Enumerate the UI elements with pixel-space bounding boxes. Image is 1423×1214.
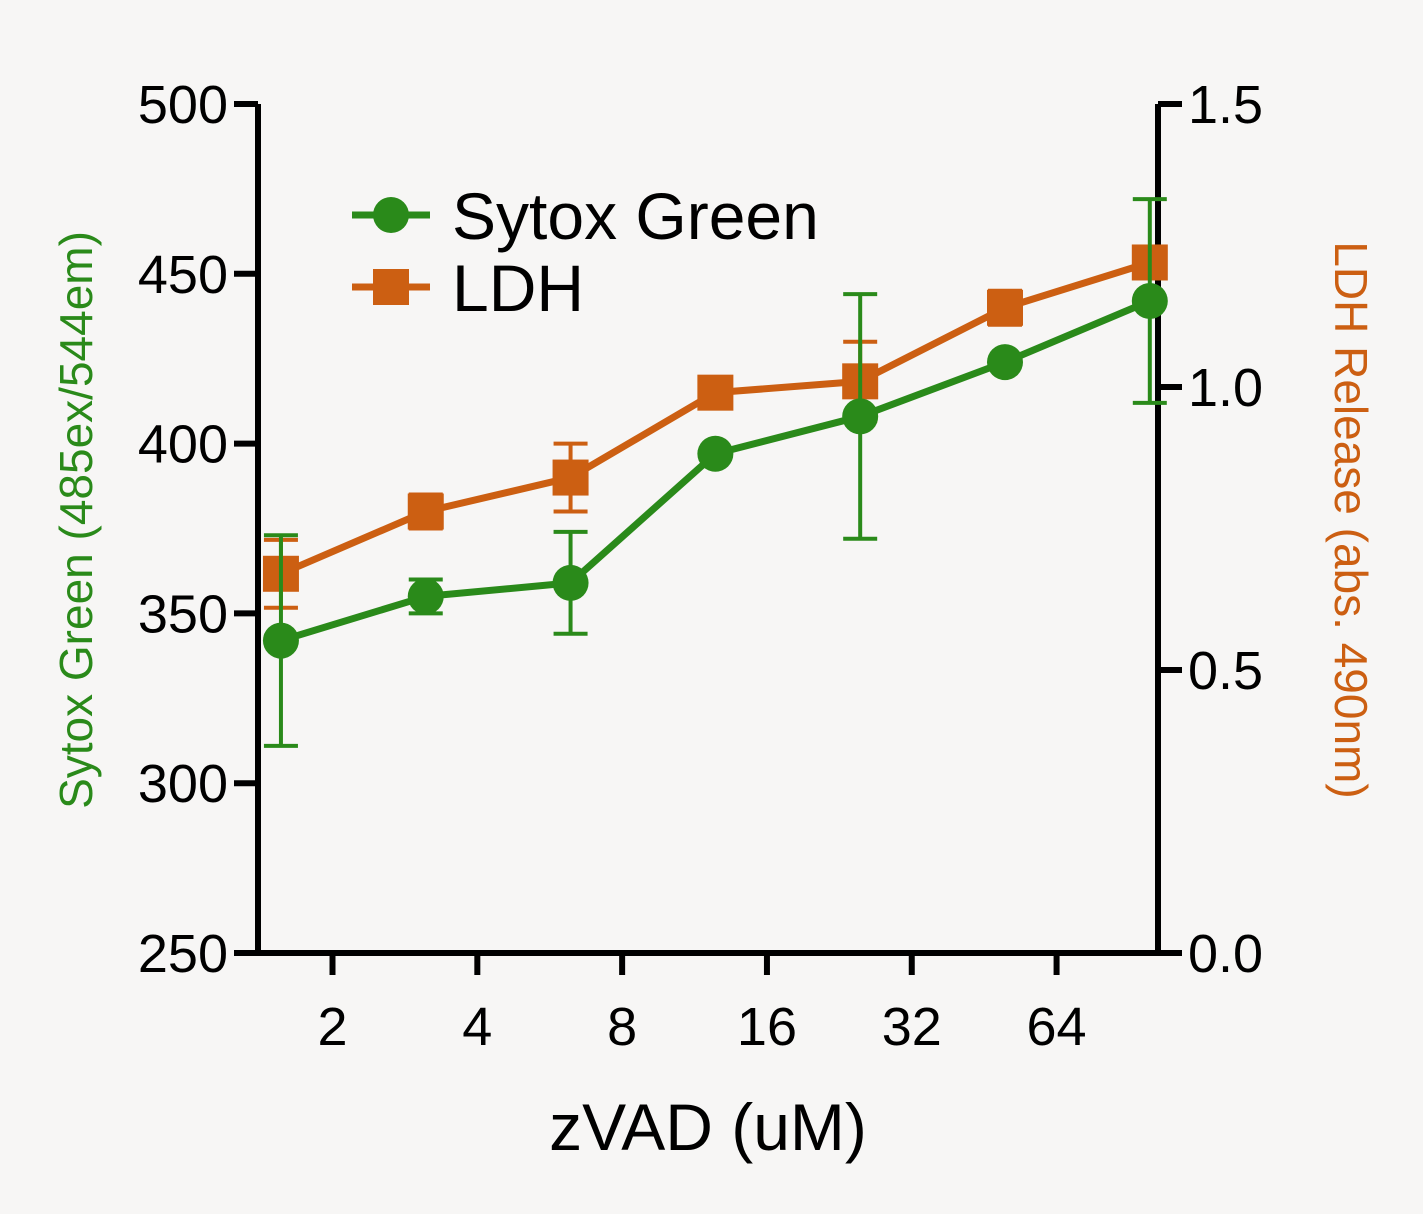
legend-label: Sytox Green: [452, 179, 819, 253]
y-left-tick-label: 450: [138, 245, 228, 305]
sytox-green-point: [1131, 282, 1168, 319]
legend-marker: [373, 269, 409, 305]
y-right-tick-label: 1.0: [1188, 358, 1263, 418]
ldh-point: [986, 289, 1023, 326]
y-right-tick-label: 1.5: [1188, 75, 1263, 135]
y-right-tick-label: 0.0: [1188, 924, 1263, 984]
legend-item-sytox-green: Sytox Green: [352, 179, 819, 253]
x-tick-label: 64: [1027, 997, 1087, 1057]
sytox-green-point: [407, 578, 444, 615]
sytox-green-point: [842, 398, 879, 435]
y-left-tick-label: 250: [138, 924, 228, 984]
sytox-green-point: [552, 564, 589, 601]
x-tick-label: 32: [882, 997, 942, 1057]
x-tick-label: 2: [317, 997, 347, 1057]
series-layer: [262, 197, 1168, 748]
y-left-tick-label: 500: [138, 75, 228, 135]
ldh-point: [552, 459, 589, 496]
x-tick-label: 4: [462, 997, 492, 1057]
ldh-point: [407, 493, 444, 530]
sytox-green-point: [262, 622, 299, 659]
sytox-green-point: [986, 344, 1023, 381]
y-left-tick-label: 350: [138, 584, 228, 644]
sytox-green-point: [697, 435, 734, 472]
ldh-point: [697, 374, 734, 411]
axes: 250 300 350 400 450 500 0.0 0.5 1.0 1.5 2 4 8 16 32 64: [138, 75, 1263, 1057]
x-tick-label: 16: [737, 997, 797, 1057]
y-axis-left-title: Sytox Green (485ex/544em): [50, 231, 102, 809]
legend-label: LDH: [452, 251, 584, 325]
y-left-tick-label: 400: [138, 415, 228, 475]
series-sytox-green: [262, 197, 1168, 748]
legend-item-ldh: LDH: [352, 251, 584, 325]
legend-marker: [373, 197, 409, 233]
y-left-tick-label: 300: [138, 754, 228, 814]
y-axis-right-title: LDH Release (abs. 490nm): [1325, 241, 1377, 798]
x-axis-title: zVAD (uM): [549, 1090, 867, 1164]
y-right-tick-label: 0.5: [1188, 641, 1263, 701]
x-tick-label: 8: [607, 997, 637, 1057]
